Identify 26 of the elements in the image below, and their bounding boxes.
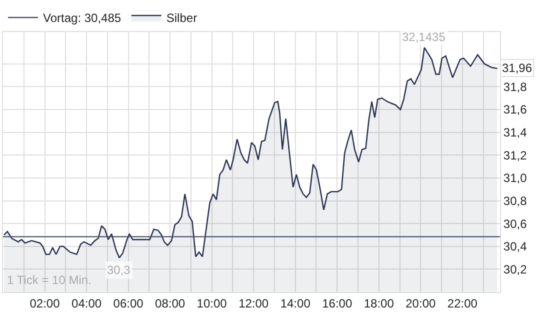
x-tick-label: 10:00 bbox=[196, 296, 228, 310]
y-tick-label: 31,4 bbox=[503, 126, 528, 140]
y-tick-label: 30,8 bbox=[503, 194, 528, 208]
x-tick-label: 14:00 bbox=[280, 296, 311, 310]
annotation: 1 Tick = 10 Min. bbox=[7, 273, 92, 287]
y-tick-label: 31,6 bbox=[503, 102, 528, 117]
y-tick-label: 30,4 bbox=[503, 240, 528, 254]
legend-label: Silber bbox=[166, 11, 198, 26]
y-tick-label: 31,8 bbox=[503, 80, 528, 94]
annotation: 32,1435 bbox=[402, 30, 446, 44]
y-tick-label: 31,2 bbox=[503, 148, 528, 162]
y-tick-label: 31,0 bbox=[503, 171, 528, 186]
x-tick-label: 08:00 bbox=[155, 296, 186, 310]
x-tick-label: 22:00 bbox=[447, 296, 478, 310]
x-tick-label: 12:00 bbox=[238, 296, 269, 310]
x-tick-label: 04:00 bbox=[72, 296, 102, 310]
annotation: 31,96 bbox=[502, 61, 532, 75]
x-tick-label: 16:00 bbox=[322, 296, 352, 310]
x-tick-label: 06:00 bbox=[113, 296, 144, 310]
x-tick-label: 20:00 bbox=[406, 296, 436, 310]
x-tick-label: 02:00 bbox=[30, 296, 60, 310]
legend-label: Vortag: 30,485 bbox=[43, 11, 122, 26]
y-tick-label: 30,6 bbox=[503, 216, 528, 231]
y-tick-label: 30,2 bbox=[503, 262, 528, 276]
x-tick-label: 18:00 bbox=[364, 296, 394, 310]
annotation: 30,3 bbox=[107, 263, 131, 277]
